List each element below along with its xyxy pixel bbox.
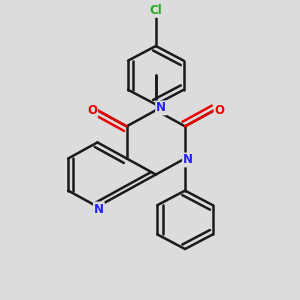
Text: Cl: Cl bbox=[149, 4, 162, 17]
Text: N: N bbox=[183, 153, 193, 167]
Text: N: N bbox=[156, 101, 166, 114]
Text: O: O bbox=[214, 104, 224, 117]
Text: O: O bbox=[87, 104, 97, 117]
Text: N: N bbox=[94, 202, 104, 215]
